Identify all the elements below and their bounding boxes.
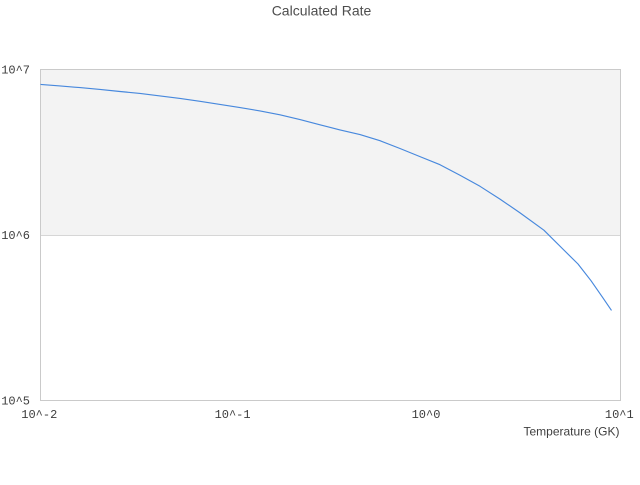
svg-text:10^-2: 10^-2 [21,408,57,422]
svg-text:10^7: 10^7 [1,63,30,77]
svg-text:10^-1: 10^-1 [215,408,251,422]
svg-text:10^1: 10^1 [605,408,634,422]
svg-text:Calculated Rate: Calculated Rate [272,3,372,19]
svg-text:10^0: 10^0 [412,408,441,422]
svg-text:10^5: 10^5 [1,395,30,409]
svg-text:Temperature (GK): Temperature (GK) [523,425,619,439]
svg-text:10^6: 10^6 [1,229,30,243]
